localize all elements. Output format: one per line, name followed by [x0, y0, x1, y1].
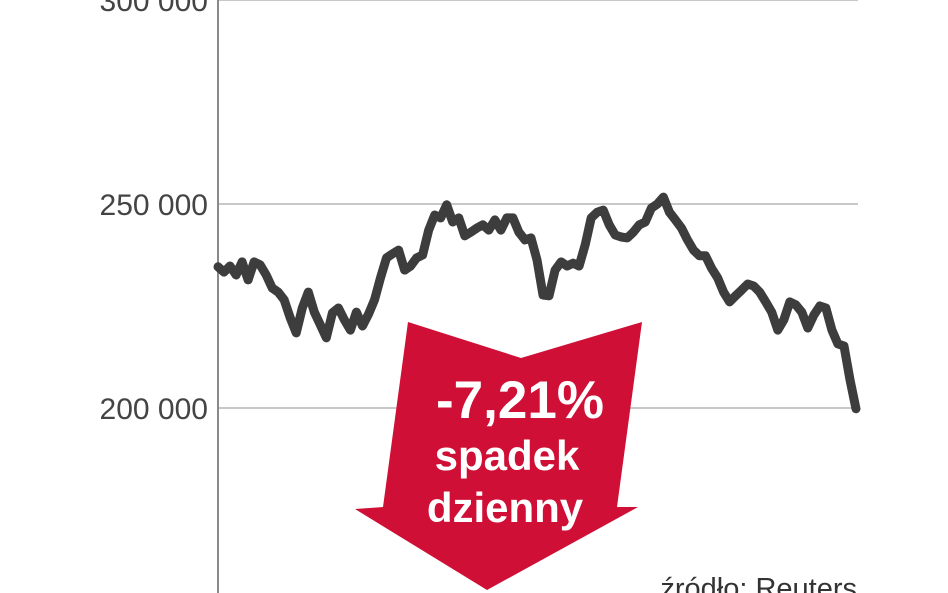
annotation-line1: spadek	[435, 432, 580, 479]
y-tick-label: 300 000	[100, 0, 208, 18]
annotation-line2: dzienny	[427, 484, 584, 531]
y-tick-label: 200 000	[100, 393, 208, 426]
y-tick-label: 250 000	[100, 189, 208, 222]
down-arrow-icon	[355, 322, 642, 590]
series-line	[213, 192, 861, 414]
change-label: -7,21%	[436, 371, 604, 430]
source-label: źródło: Reuters	[660, 573, 857, 593]
